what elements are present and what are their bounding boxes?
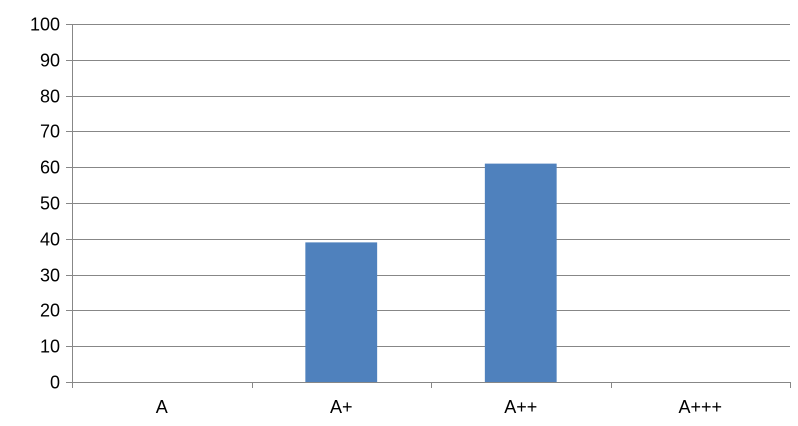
y-tick-label: 90 [40, 51, 60, 71]
x-tick-label: A+++ [678, 397, 722, 417]
axes [66, 24, 791, 388]
x-tick-label: A [156, 397, 168, 417]
y-tick-label: 20 [40, 301, 60, 321]
x-tick-labels: A A+ A++ A+++ [156, 397, 722, 417]
bar-aplusplus [484, 163, 557, 382]
x-tick-label: A+ [330, 397, 353, 417]
y-tick-label: 30 [40, 266, 60, 286]
y-tick-label: 40 [40, 230, 60, 250]
y-tick-label: 80 [40, 87, 60, 107]
y-tick-label: 0 [50, 373, 60, 393]
bar-aplus [305, 242, 378, 382]
y-tick-labels: 0 10 20 30 40 50 60 70 80 90 100 [30, 15, 60, 393]
y-tick-label: 100 [30, 15, 60, 35]
y-tick-label: 50 [40, 194, 60, 214]
x-tick-label: A++ [504, 397, 537, 417]
bars [305, 163, 557, 382]
y-tick-label: 70 [40, 122, 60, 142]
y-tick-label: 10 [40, 337, 60, 357]
gridlines [72, 24, 790, 347]
y-tick-label: 60 [40, 158, 60, 178]
